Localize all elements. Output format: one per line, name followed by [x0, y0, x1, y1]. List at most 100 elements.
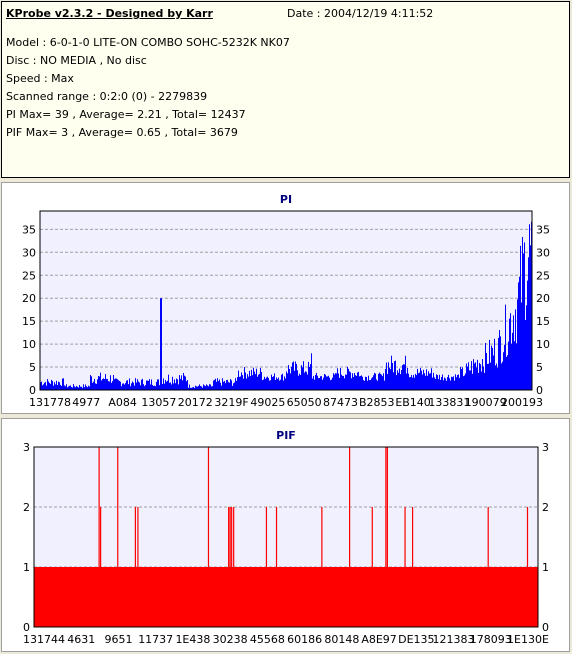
pi-bar [110, 375, 111, 390]
pi-bar [103, 378, 104, 390]
pi-bar [385, 368, 386, 390]
pi-bar [108, 381, 109, 390]
pi-bar [471, 361, 472, 390]
pi-bar [337, 368, 338, 390]
pif-baseline-fill [34, 567, 538, 627]
pi-bar [309, 366, 310, 390]
pi-bar [104, 379, 105, 390]
pi-bar [516, 343, 517, 390]
pi-bar [198, 385, 199, 390]
pi-bar [55, 384, 56, 390]
pi-bar [246, 378, 247, 390]
pi-bar [205, 386, 206, 390]
x-tick-label: 4631 [67, 633, 95, 646]
pi-bar [444, 377, 445, 390]
pi-bar [331, 379, 332, 390]
pi-bar [497, 367, 498, 390]
pi-bar [162, 384, 163, 390]
pi-bar [90, 375, 91, 390]
pi-bar [136, 382, 137, 390]
pi-bar [96, 383, 97, 390]
pi-bar [79, 384, 80, 390]
pi-bar [176, 378, 177, 390]
pi-bar [147, 380, 148, 390]
pi-bar [387, 374, 388, 390]
pi-bar [491, 345, 492, 390]
pi-bar [253, 367, 254, 390]
pi-bar [338, 373, 339, 390]
pi-bar [473, 359, 474, 390]
pi-bar [237, 377, 238, 390]
pif-spike [98, 447, 100, 627]
pi-bar [502, 361, 503, 390]
pi-bar [127, 380, 128, 390]
pif-spike [412, 507, 414, 627]
pi-bar [366, 377, 367, 390]
pi-bar [41, 381, 42, 390]
pi-bar [488, 363, 489, 390]
pif-spike [371, 507, 373, 627]
pi-bar [78, 387, 79, 390]
pi-bar [154, 385, 155, 390]
pi-bar [207, 385, 208, 390]
pi-bar [335, 373, 336, 390]
pi-bar [311, 353, 312, 390]
pi-bar [57, 385, 58, 390]
pi-bar [76, 385, 77, 390]
pi-bar [447, 377, 448, 390]
pi-bar [294, 370, 295, 390]
pi-bar [85, 384, 86, 390]
pi-bar [59, 382, 60, 390]
pi-bar [214, 379, 215, 390]
pi-bar [258, 374, 259, 390]
pi-bar [308, 361, 309, 390]
pi-bar [285, 378, 286, 390]
pi-bar [498, 337, 499, 390]
pi-bar [100, 372, 101, 390]
pi-bar [423, 369, 424, 390]
scan-date: Date : 2004/12/19 4:11:52 [287, 7, 434, 20]
pi-bar [222, 378, 223, 390]
pi-bar [135, 378, 136, 390]
pif-spike [100, 507, 102, 627]
pi-bar [401, 370, 402, 390]
pi-bar [359, 376, 360, 390]
pi-bar [102, 379, 103, 390]
pi-bar [514, 341, 515, 390]
pi-bar [316, 372, 317, 390]
pi-bar [382, 376, 383, 390]
pi-bar [95, 383, 96, 390]
pi-bar [334, 374, 335, 390]
pi-bar [259, 373, 260, 390]
pi-bar [336, 373, 337, 390]
pi-bar [407, 368, 408, 390]
pi-bar [297, 370, 298, 390]
pi-bar [109, 381, 110, 390]
pi-bar [394, 361, 395, 390]
pi-bar [357, 372, 358, 390]
pi-bar [487, 364, 488, 390]
pi-bar [324, 373, 325, 390]
pi-bar [302, 367, 303, 390]
pi-bar [190, 387, 191, 390]
pi-bar [171, 384, 172, 390]
pi-bar [521, 302, 522, 390]
pi-bar [63, 378, 64, 390]
pi-bar [352, 373, 353, 390]
pi-bar [368, 375, 369, 390]
x-tick-label: 20172 [178, 396, 213, 409]
pi-bar [245, 372, 246, 390]
pi-bar [418, 373, 419, 390]
pi-bar [120, 381, 121, 390]
pi-bar [144, 386, 145, 390]
pi-bar [238, 370, 239, 390]
pif-spike [265, 507, 268, 627]
pi-bar [482, 359, 483, 390]
pi-bar [530, 245, 531, 390]
pif-spike [137, 507, 139, 627]
pi-bar [262, 380, 263, 390]
pi-bar [158, 379, 159, 390]
pi-bar [81, 386, 82, 390]
pi-bar [84, 387, 85, 390]
pi-bar [330, 380, 331, 390]
